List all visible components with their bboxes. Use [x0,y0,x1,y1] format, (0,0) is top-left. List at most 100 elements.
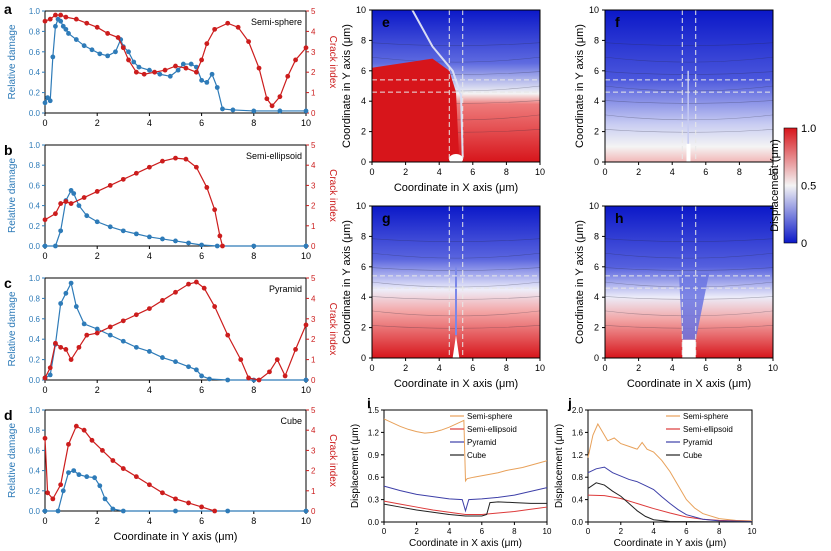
data-point [133,312,139,318]
data-point [110,458,116,463]
data-point [47,16,53,22]
colorbar-tick-label: 0 [801,238,807,250]
x-tick-label: 6 [480,527,485,536]
data-point [84,474,90,480]
data-point [133,170,139,176]
y-axis-label: Displacement (μm) [350,424,361,508]
data-point [204,80,210,85]
x-tick-label: 6 [199,118,204,128]
data-point [220,106,225,112]
contour-line [371,252,541,259]
panel-d: d 0.0 0.2 0.4 0.6 0.8 1.0 0 1 2 3 4 5 0 2 4 6 8 10 Relative… [4,406,338,543]
data-point [217,233,223,239]
data-point [173,508,178,514]
crack-path [411,9,464,158]
data-point [193,367,199,373]
x-tick-label: 6 [199,251,204,261]
y-tick-label: 6 [594,262,599,272]
legend-label: Semi-ellipsoid [683,425,733,434]
x-axis-label: Coordinate in Y axis (μm) [114,531,238,543]
y-tick-label: 4 [361,292,366,302]
y-tick-label: 1.2 [572,451,584,460]
indenter-notch [452,335,460,358]
series-line-semi-sphere [383,418,548,483]
data-point [58,201,64,206]
contour-line [371,238,541,242]
data-point [53,243,58,249]
y-tick-label-left: 0.8 [29,27,41,36]
x-tick-label: 8 [251,251,256,261]
data-point [157,71,163,77]
y-tick-label: 10 [356,5,366,15]
panel-label: i [367,395,371,411]
x-tick-label: 8 [737,167,742,177]
data-point [94,330,100,336]
x-tick-label: 8 [504,167,509,177]
legend-label: Cube [467,451,487,460]
data-point [105,53,111,59]
y-tick-label-right: 2 [311,68,316,77]
data-point [167,73,173,79]
data-point [113,49,118,55]
panel-label: h [615,210,624,226]
y-tick-label-left: 0.8 [29,426,41,435]
data-point [120,318,126,324]
plot-frame [604,205,774,359]
data-point [209,71,215,77]
data-point [201,285,207,291]
y-tick-label-right: 1 [311,356,316,365]
data-point [81,427,87,433]
x-tick-label: 4 [437,363,442,373]
y-tick-label-right: 1 [311,487,316,496]
y-tick-label-right: 0 [311,242,316,251]
data-point [160,158,165,164]
x-tick-label: 0 [42,251,47,261]
y-tick-label: 8 [361,231,366,241]
data-point [133,231,139,237]
data-point [256,377,262,383]
y-tick-label: 2 [361,323,366,333]
data-point [50,54,56,60]
y-tick-label-right: 3 [311,48,316,57]
x-tick-label: 2 [636,363,641,373]
y-axis-label-right: Crack index [327,169,338,222]
x-tick-label: 4 [447,527,452,536]
contour-line [604,100,774,104]
data-point [120,176,126,182]
data-point [160,490,165,496]
y-tick-label: 1.2 [368,428,380,437]
data-point [152,69,158,75]
x-tick-label: 4 [147,118,152,128]
x-tick-label: 6 [470,167,475,177]
colorbar-tick-label: 0.5 [801,181,816,193]
data-point [107,332,113,338]
data-point [76,472,82,478]
data-point [147,349,152,354]
data-point [160,355,165,360]
data-point [246,375,251,381]
data-point [199,504,205,510]
data-point [47,98,53,104]
legend-label: Semi-sphere [467,412,513,421]
y-tick-label-left: 1.0 [29,7,41,16]
x-tick-label: 0 [586,527,591,536]
y-tick-label-left: 0.8 [29,161,41,170]
y-tick-label-left: 0.4 [29,335,41,344]
plot-frame [44,409,307,512]
data-point [175,67,181,73]
displacement-field [605,10,773,162]
y-tick-label: 4 [594,292,599,302]
data-point [63,347,69,352]
data-point [63,26,69,32]
data-point [225,508,231,514]
x-tick-label: 4 [670,363,675,373]
y-tick-label-left: 1.0 [29,406,41,415]
x-tick-label: 0 [369,363,374,373]
data-point [251,108,257,114]
data-point [97,51,103,57]
plot-frame [44,277,307,381]
data-point [60,488,66,494]
y-tick-label: 0 [361,157,366,167]
y-tick-label-right: 3 [311,446,316,455]
